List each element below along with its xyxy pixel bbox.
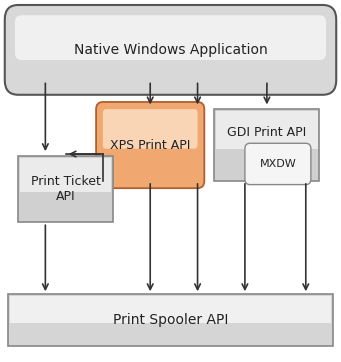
- FancyBboxPatch shape: [214, 109, 319, 181]
- FancyBboxPatch shape: [96, 102, 204, 188]
- FancyBboxPatch shape: [15, 15, 326, 60]
- Text: Print Spooler API: Print Spooler API: [113, 313, 228, 327]
- FancyBboxPatch shape: [245, 143, 311, 185]
- FancyBboxPatch shape: [103, 109, 197, 149]
- Text: Print Ticket
API: Print Ticket API: [31, 175, 101, 203]
- FancyBboxPatch shape: [18, 156, 113, 222]
- Text: Native Windows Application: Native Windows Application: [74, 43, 267, 57]
- Text: MXDW: MXDW: [260, 159, 296, 169]
- Text: XPS Print API: XPS Print API: [110, 139, 190, 152]
- FancyBboxPatch shape: [216, 111, 317, 149]
- FancyBboxPatch shape: [8, 294, 333, 346]
- Text: GDI Print API: GDI Print API: [227, 126, 307, 139]
- FancyBboxPatch shape: [10, 296, 331, 323]
- FancyBboxPatch shape: [5, 5, 336, 95]
- FancyBboxPatch shape: [20, 158, 111, 193]
